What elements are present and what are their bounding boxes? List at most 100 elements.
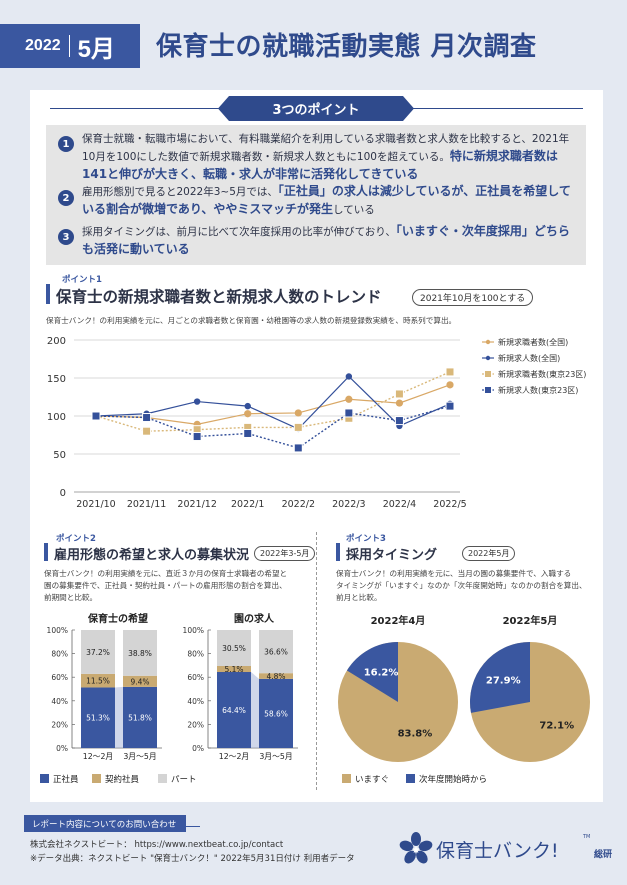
- bar-value-label: 64.4%: [222, 706, 246, 715]
- section3-desc-line: 保育士バンク！の利用実績を元に、当月の園の募集要件で、入職する: [336, 569, 572, 578]
- data-point: [244, 410, 252, 418]
- legend-label: いますぐ: [355, 775, 389, 785]
- point-2-tail: している: [333, 204, 375, 216]
- bar-value-label: 36.6%: [264, 648, 288, 657]
- bar-segment: [123, 686, 157, 748]
- bar-segment: [217, 665, 251, 673]
- header-month: 5月: [77, 35, 115, 63]
- section1-title: 保育士の新規求職者数と新規求人数のトレンド: [56, 288, 382, 306]
- legend-swatch: [158, 774, 167, 783]
- bar-segment: [259, 678, 293, 748]
- pie-slice: [346, 642, 398, 702]
- y-tick-label: 60%: [51, 673, 68, 682]
- data-point: [142, 413, 152, 423]
- point-1-highlight: 特に新規求職者数は141と伸びが大きく、転職・求人が非常に活発化してきている: [82, 149, 558, 181]
- bar-connector: [115, 686, 123, 748]
- trend-line-chart: 0 50 100 150 200 2021/10 2021/11 2021/12 2022/1 2…: [47, 336, 587, 510]
- section3-title: 採用タイミング: [346, 548, 438, 563]
- bar-segment: [259, 630, 293, 674]
- point-number: 2: [58, 190, 74, 206]
- data-point: [193, 398, 201, 405]
- legend-marker: [485, 339, 491, 345]
- contact-url-link[interactable]: https://www.nextbeat.co.jp/contact: [134, 840, 284, 850]
- series-line: [95, 375, 451, 430]
- series-line: [95, 371, 451, 432]
- y-tick-label: 100%: [183, 626, 204, 635]
- legend-label: 新規求人数(東京23区): [498, 385, 578, 395]
- data-source: ※データ出典：ネクストビート "保育士バンク！" 2022年5月31日付け 利用…: [30, 854, 355, 864]
- bar-segment: [81, 630, 115, 674]
- x-tick-label: 2021/11: [127, 499, 166, 510]
- logo-sub: 総研: [594, 850, 613, 860]
- data-point: [445, 367, 455, 377]
- section-divider: [316, 532, 317, 790]
- y-tick-label: 20%: [187, 720, 204, 729]
- pie-chart-title: 2022年5月: [503, 614, 558, 627]
- section2-desc-line: 園の募集要件で、正社員・契約社員・パートの雇用形態の割合を算出、: [44, 581, 287, 590]
- y-tick-label: 0: [60, 488, 66, 499]
- section1-bar: [46, 284, 50, 304]
- x-tick-label: 2021/12: [177, 499, 216, 510]
- employment-bar-charts: 保育士の希望 0% 20% 40% 60% 80% 100% 51.3% 11.5% 37.2% 1…: [40, 612, 298, 785]
- contact-company-name: 株式会社ネクストビート：: [30, 840, 132, 850]
- pie-value-label: 72.1%: [539, 720, 574, 731]
- logo-text: 保育士バンク!: [436, 840, 559, 862]
- section3-desc-line: タイミングが「いますぐ」なのか「次年度開始時」なのかの割合を算出、: [336, 581, 587, 590]
- bar-value-label: 51.3%: [86, 714, 110, 723]
- y-tick-label: 100%: [47, 626, 68, 635]
- section3-desc: 保育士バンク！の利用実績を元に、当月の園の募集要件で、入職する タイミングが「い…: [336, 568, 598, 604]
- y-tick-label: 150: [47, 374, 66, 385]
- data-point: [394, 416, 404, 426]
- points-box: 1 保育士就職・転職市場において、有料職業紹介を利用している求職者数と求人数を比…: [46, 125, 586, 265]
- pie-slice: [470, 642, 530, 713]
- data-point: [293, 443, 303, 453]
- legend-label: 契約社員: [105, 774, 140, 785]
- data-point: [244, 402, 251, 410]
- y-tick-label: 100: [47, 412, 66, 423]
- data-point: [394, 389, 404, 399]
- bar-segment: [123, 630, 157, 676]
- x-tick-label: 12～2月: [219, 752, 249, 761]
- bar-value-label: 51.8%: [128, 713, 152, 722]
- x-tick-label: 2022/5: [433, 499, 466, 510]
- section3-kicker: ポイント3: [346, 534, 386, 544]
- section3-bar: [336, 543, 340, 561]
- bar-value-label: 9.4%: [130, 677, 149, 686]
- bar-value-label: 37.2%: [86, 648, 110, 657]
- data-point: [345, 373, 353, 380]
- contact-badge: レポート内容についてのお問い合わせ: [24, 815, 186, 832]
- legend-swatch: [342, 774, 351, 783]
- x-tick-label: 12～2月: [83, 752, 113, 761]
- data-point: [293, 422, 303, 432]
- point-3-highlight: 「いますぐ・次年度採用」どちらも活発に動いている: [82, 224, 570, 256]
- bar-value-label: 11.5%: [86, 677, 110, 686]
- section2-bar: [44, 543, 48, 561]
- bar-connector: [251, 672, 259, 748]
- section2-pill: 2022年3-5月: [254, 546, 316, 561]
- section2-desc-line: 前期間と比較。: [44, 593, 98, 602]
- section3-desc-line: 前月と比較。: [336, 593, 382, 602]
- x-tick-label: 2021/10: [76, 499, 115, 510]
- series-line: [95, 384, 451, 425]
- data-point: [345, 395, 353, 403]
- data-point: [192, 432, 202, 442]
- section2-title: 雇用形態の希望と求人の募集状況: [54, 548, 250, 563]
- bar-segment: [217, 630, 251, 666]
- series-line: [95, 405, 451, 449]
- data-point: [395, 399, 404, 407]
- bar-segment: [259, 673, 293, 679]
- y-tick-label: 0%: [56, 744, 68, 753]
- legend-marker: [485, 387, 491, 393]
- bar-value-label: 30.5%: [222, 644, 246, 653]
- data-point: [344, 408, 354, 418]
- legend-marker: [485, 355, 491, 361]
- pie-value-label: 27.9%: [486, 676, 521, 687]
- pie-chart-title: 2022年4月: [371, 614, 426, 627]
- timing-pie-charts: 2022年4月 16.2% 83.8% 2022年5月 27.9% 72.1% いますぐ 次年…: [338, 614, 590, 785]
- points-tab: 3つのポイント: [218, 96, 414, 121]
- x-tick-label: 3月～5月: [123, 752, 156, 761]
- bar-segment: [217, 672, 251, 748]
- section2-desc: 保育士バンク！の利用実績を元に、直近３か月の保育士求職者の希望と 園の募集要件で…: [44, 568, 310, 604]
- y-tick-label: 0%: [192, 744, 204, 753]
- section2-desc-line: 保育士バンク！の利用実績を元に、直近３か月の保育士求職者の希望と: [44, 569, 288, 578]
